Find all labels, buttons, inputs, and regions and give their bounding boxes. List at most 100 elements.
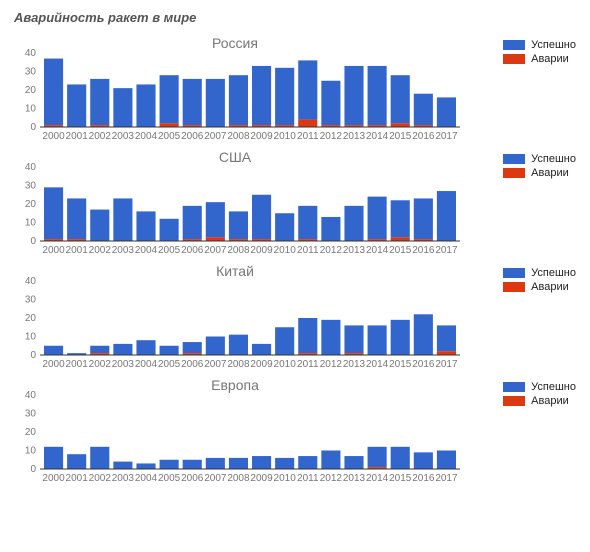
bar-success (275, 327, 294, 355)
bar-success (321, 320, 340, 355)
legend-swatch-success (503, 154, 525, 164)
x-tick-label: 2009 (250, 131, 273, 142)
x-tick-label: 2001 (66, 359, 89, 370)
bar-success (206, 337, 225, 356)
bar-success (183, 79, 202, 125)
x-tick-label: 2006 (181, 473, 204, 484)
x-tick-label: 2016 (412, 359, 435, 370)
bar-success (368, 197, 387, 240)
page-title: Аварийность ракет в мире (14, 10, 576, 25)
x-tick-label: 2000 (42, 473, 65, 484)
bar-success (229, 335, 248, 355)
x-tick-label: 2002 (89, 359, 112, 370)
bar-success (344, 456, 363, 469)
bar-fail (437, 351, 456, 355)
chart-europe: ЕвропаУспешноАварии010203040200020012002… (14, 377, 576, 487)
x-tick-label: 2004 (135, 473, 158, 484)
bar-success (252, 456, 271, 469)
legend-label-fail: Аварии (531, 167, 569, 179)
bar-success (183, 206, 202, 239)
legend-swatch-fail (503, 54, 525, 64)
x-tick-label: 2014 (366, 359, 389, 370)
x-tick-label: 2015 (389, 359, 412, 370)
bar-success (67, 454, 86, 469)
bar-success (391, 75, 410, 123)
x-tick-label: 2007 (204, 473, 227, 484)
x-tick-label: 2015 (389, 131, 412, 142)
bar-success (275, 458, 294, 469)
x-tick-label: 2003 (112, 359, 135, 370)
bar-success (298, 206, 317, 239)
legend-swatch-success (503, 268, 525, 278)
y-tick-label: 10 (25, 104, 37, 115)
bar-success (344, 325, 363, 353)
bar-success (44, 346, 63, 355)
legend-fail: Аварии (503, 395, 576, 407)
x-tick-label: 2012 (320, 473, 343, 484)
x-tick-label: 2003 (112, 131, 135, 142)
bar-success (414, 314, 433, 355)
bar-fail (391, 237, 410, 241)
bar-success (90, 210, 109, 241)
chart-title-europe: Европа (14, 377, 456, 393)
bar-success (206, 458, 225, 469)
bar-success (136, 463, 155, 469)
bar-success (298, 318, 317, 353)
bar-fail (298, 120, 317, 127)
plot-russia: 0102030402000200120022003200420052006200… (14, 35, 574, 145)
legend-swatch-fail (503, 396, 525, 406)
bar-success (136, 84, 155, 127)
legend-success: Успешно (503, 381, 576, 393)
legend-label-fail: Аварии (531, 281, 569, 293)
legend-swatch-success (503, 40, 525, 50)
bar-success (391, 200, 410, 237)
bar-success (136, 340, 155, 355)
bar-success (368, 447, 387, 467)
x-tick-label: 2007 (204, 245, 227, 256)
bar-success (90, 346, 109, 353)
x-tick-label: 2000 (42, 245, 65, 256)
chart-title-usa: США (14, 149, 456, 165)
bar-success (344, 206, 363, 241)
bar-success (44, 447, 63, 469)
x-tick-label: 2006 (181, 131, 204, 142)
bar-success (321, 451, 340, 470)
chart-title-china: Китай (14, 263, 456, 279)
legend-label-fail: Аварии (531, 53, 569, 65)
bar-success (252, 344, 271, 355)
bar-success (113, 198, 132, 241)
x-tick-label: 2010 (274, 131, 297, 142)
x-tick-label: 2013 (343, 245, 366, 256)
x-tick-label: 2012 (320, 359, 343, 370)
bar-success (344, 66, 363, 125)
x-tick-label: 2006 (181, 359, 204, 370)
bar-success (160, 219, 179, 241)
y-tick-label: 0 (30, 236, 36, 247)
bar-success (368, 66, 387, 125)
bar-fail (391, 123, 410, 127)
legend-fail: Аварии (503, 281, 576, 293)
legend-label-fail: Аварии (531, 395, 569, 407)
legend-success: Успешно (503, 267, 576, 279)
x-tick-label: 2010 (274, 359, 297, 370)
bar-success (321, 217, 340, 241)
legend-success: Успешно (503, 39, 576, 51)
x-tick-label: 2014 (366, 245, 389, 256)
legend-swatch-fail (503, 282, 525, 292)
y-tick-label: 20 (25, 85, 37, 96)
x-tick-label: 2004 (135, 131, 158, 142)
legend-china: Успешно Аварии (503, 267, 576, 295)
bar-success (90, 447, 109, 469)
chart-title-russia: Россия (14, 35, 456, 51)
y-tick-label: 30 (25, 181, 37, 192)
x-tick-label: 2007 (204, 359, 227, 370)
x-tick-label: 2001 (66, 131, 89, 142)
legend-europe: Успешно Аварии (503, 381, 576, 409)
x-tick-label: 2008 (227, 359, 250, 370)
x-tick-label: 2010 (274, 245, 297, 256)
x-tick-label: 2017 (435, 473, 458, 484)
bar-success (160, 346, 179, 355)
bar-success (67, 84, 86, 127)
x-tick-label: 2000 (42, 131, 65, 142)
bar-success (136, 211, 155, 241)
